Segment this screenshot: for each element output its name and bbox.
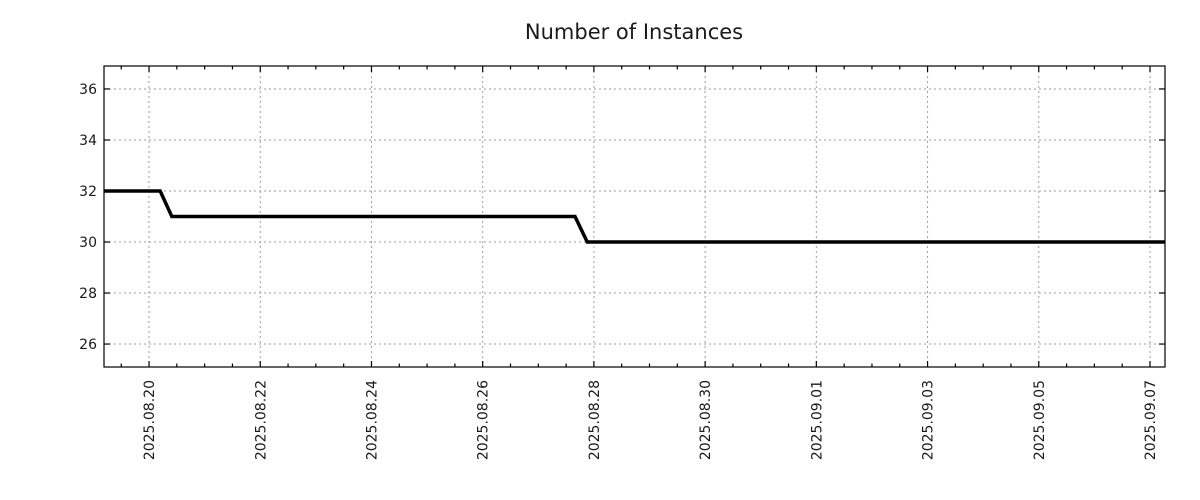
axes bbox=[103, 65, 1166, 368]
x-tick-label: 2025.08.30 bbox=[698, 380, 714, 460]
tick-labels: 2025.08.20 2025.08.22 2025.08.24 2025.08.26… bbox=[79, 82, 1159, 460]
x-tick-label: 2025.08.28 bbox=[587, 380, 603, 460]
x-tick-label: 2025.09.07 bbox=[1143, 380, 1159, 460]
x-tick-label: 2025.09.01 bbox=[809, 380, 825, 460]
chart-title: Number of Instances bbox=[525, 20, 743, 44]
plot-frame bbox=[103, 65, 1166, 368]
y-tick-label: 34 bbox=[79, 133, 97, 149]
y-tick-label: 26 bbox=[79, 337, 97, 353]
instances-line bbox=[104, 189, 1165, 244]
x-tick-label: 2025.08.22 bbox=[253, 380, 269, 460]
y-tick-label: 30 bbox=[79, 235, 97, 251]
x-tick-label: 2025.08.20 bbox=[142, 380, 158, 460]
x-tick-label: 2025.09.05 bbox=[1032, 380, 1048, 460]
x-tick-label: 2025.08.24 bbox=[364, 380, 380, 460]
y-tick-label: 28 bbox=[79, 286, 97, 302]
y-tick-label: 32 bbox=[79, 184, 97, 200]
x-tick-label: 2025.09.03 bbox=[921, 380, 937, 460]
x-tick-label: 2025.08.26 bbox=[476, 380, 492, 460]
y-tick-label: 36 bbox=[79, 82, 97, 98]
series bbox=[104, 189, 1165, 244]
